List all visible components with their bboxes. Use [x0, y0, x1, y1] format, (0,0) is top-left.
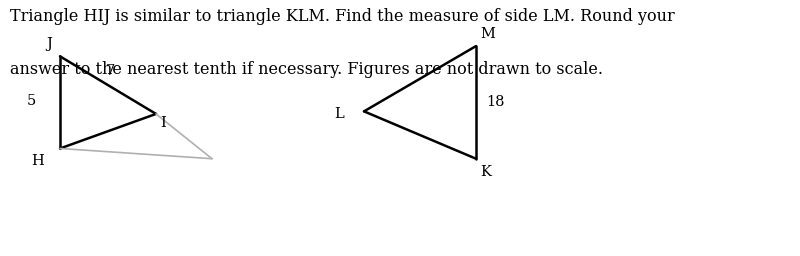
Text: I: I: [160, 116, 166, 131]
Text: 18: 18: [486, 95, 505, 109]
Text: J: J: [46, 37, 52, 51]
Text: Triangle HIJ is similar to triangle KLM. Find the measure of side LM. Round your: Triangle HIJ is similar to triangle KLM.…: [10, 8, 674, 25]
Text: L: L: [334, 107, 344, 121]
Text: K: K: [480, 165, 491, 179]
Text: H: H: [31, 154, 44, 168]
Text: 7: 7: [106, 64, 115, 78]
Text: M: M: [480, 27, 495, 41]
Text: 5: 5: [26, 94, 36, 108]
Text: answer to the nearest tenth if necessary. Figures are not drawn to scale.: answer to the nearest tenth if necessary…: [10, 61, 602, 78]
